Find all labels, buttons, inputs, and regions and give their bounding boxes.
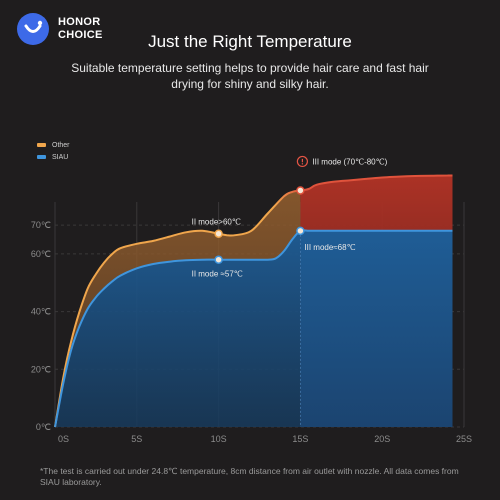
brand: HONOR CHOICE <box>17 13 103 45</box>
brand-line1: HONOR <box>58 16 101 28</box>
annotation-label: III mode (70℃-80℃) <box>312 157 387 166</box>
legend-swatch-other <box>37 143 46 147</box>
y-tick-label: 40℃ <box>31 307 51 317</box>
legend-item-siau: SIAU <box>37 151 70 163</box>
x-tick-label: 25S <box>456 434 472 444</box>
x-tick-label: 5S <box>131 434 142 444</box>
annotation-label: II mode>60℃ <box>192 218 241 227</box>
legend-item-other: Other <box>37 139 70 151</box>
other-band-high <box>300 175 453 231</box>
annotation-marker <box>214 229 223 238</box>
x-tick-label: 20S <box>374 434 390 444</box>
x-tick-label: 15S <box>292 434 308 444</box>
legend-label-siau: SIAU <box>52 153 69 161</box>
legend-label-other: Other <box>52 141 70 149</box>
siau-area-high <box>300 230 453 427</box>
legend-swatch-siau <box>37 155 46 159</box>
footnote: *The test is carried out under 24.8℃ tem… <box>40 466 459 487</box>
brand-line2: CHOICE <box>58 29 103 41</box>
page-subtitle: Suitable temperature setting helps to pr… <box>71 61 429 91</box>
smiley-logo-icon <box>17 13 49 45</box>
siau-area <box>55 230 301 427</box>
brand-name: HONOR CHOICE <box>58 16 103 42</box>
annotation-label: III mode≈68℃ <box>304 243 355 252</box>
page-title: Just the Right Temperature <box>148 32 352 51</box>
x-tick-label: 10S <box>211 434 227 444</box>
annotation-marker <box>296 186 305 195</box>
series-line-other <box>54 174 453 428</box>
x-tick-label: 0S <box>58 434 69 444</box>
annotation-label: II mode ≈57℃ <box>192 270 243 279</box>
y-tick-label: 70℃ <box>31 220 51 230</box>
series-line-siau <box>54 229 453 428</box>
y-tick-label: 0℃ <box>36 422 51 432</box>
warning-icon <box>296 155 308 168</box>
y-tick-label: 20℃ <box>31 364 51 374</box>
annotation-marker <box>296 226 305 236</box>
annotation-marker <box>214 255 223 264</box>
chart-legend: Other SIAU <box>37 139 70 163</box>
y-tick-label: 60℃ <box>31 249 51 259</box>
other-band <box>55 190 301 427</box>
